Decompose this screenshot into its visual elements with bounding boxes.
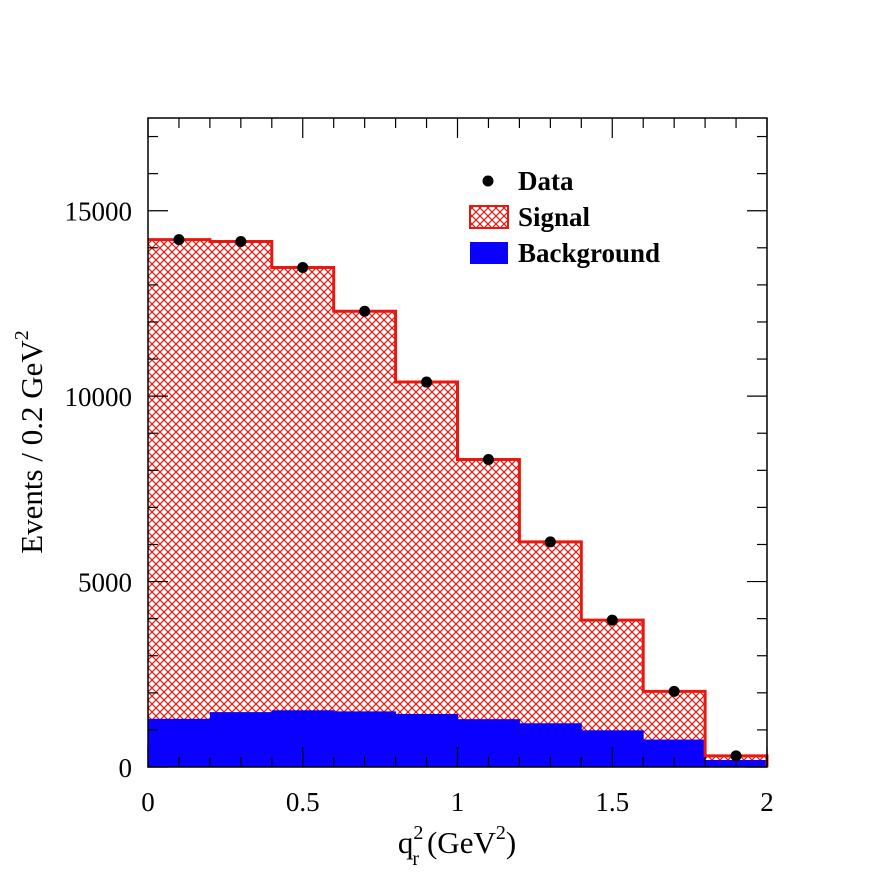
y-tick-label: 15000 xyxy=(65,197,133,227)
signal-bin xyxy=(333,311,396,767)
legend-label: Signal xyxy=(518,202,591,232)
legend-label: Data xyxy=(518,166,574,196)
signal-bin xyxy=(148,239,210,768)
data-point xyxy=(297,261,309,273)
data-point xyxy=(173,234,185,246)
x-axis-label-unit-open: (GeV xyxy=(427,825,496,860)
data-point xyxy=(606,614,618,626)
signal-bin xyxy=(209,241,272,767)
data-point xyxy=(544,536,556,548)
x-tick-label: 2 xyxy=(760,787,774,817)
y-axis-label-text: Events / 0.2 GeV xyxy=(14,340,49,554)
y-tick-label: 0 xyxy=(119,753,133,783)
signal-bin xyxy=(395,382,458,767)
data-point xyxy=(421,376,433,388)
x-axis-label: q2 r (GeV2) xyxy=(398,822,516,870)
x-axis-label-sup: 2 xyxy=(413,822,423,844)
signal-bin xyxy=(457,459,520,767)
data-point xyxy=(668,685,680,697)
data-point xyxy=(235,235,247,247)
axes: 0 5000 10000 15000 0 0.5 1 1.5 2 xyxy=(65,117,774,817)
x-tick-label: 1 xyxy=(451,787,465,817)
x-axis-label-unit-sup: 2 xyxy=(496,822,506,844)
y-axis-label: Events / 0.2 GeV2 xyxy=(11,330,49,554)
data-point xyxy=(359,305,371,317)
x-tick-label: 1.5 xyxy=(595,787,629,817)
x-axis-label-sub: r xyxy=(412,848,419,870)
legend-marker-signal xyxy=(469,205,509,229)
legend: Data Signal Background xyxy=(469,166,660,268)
signal-bin xyxy=(271,267,334,767)
y-axis-label-sup: 2 xyxy=(11,330,33,340)
legend-marker-background xyxy=(470,242,508,264)
x-tick-label: 0 xyxy=(141,787,155,817)
x-tick-label: 0.5 xyxy=(286,787,320,817)
legend-label: Background xyxy=(518,238,660,268)
axis-labels: q2 r (GeV2) Events / 0.2 GeV2 xyxy=(11,330,516,870)
y-tick-label: 5000 xyxy=(78,568,132,598)
data-point xyxy=(482,454,494,466)
x-axis-label-unit-close: ) xyxy=(506,825,516,860)
data-point xyxy=(730,750,742,762)
plot-area xyxy=(148,234,769,768)
y-tick-label: 10000 xyxy=(65,382,133,412)
signal-outline xyxy=(148,238,769,767)
x-axis-label-base: q xyxy=(398,825,414,860)
legend-marker-data xyxy=(482,175,494,187)
